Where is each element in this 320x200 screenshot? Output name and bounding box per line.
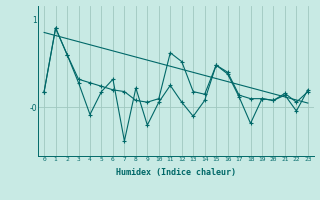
X-axis label: Humidex (Indice chaleur): Humidex (Indice chaleur) — [116, 168, 236, 177]
